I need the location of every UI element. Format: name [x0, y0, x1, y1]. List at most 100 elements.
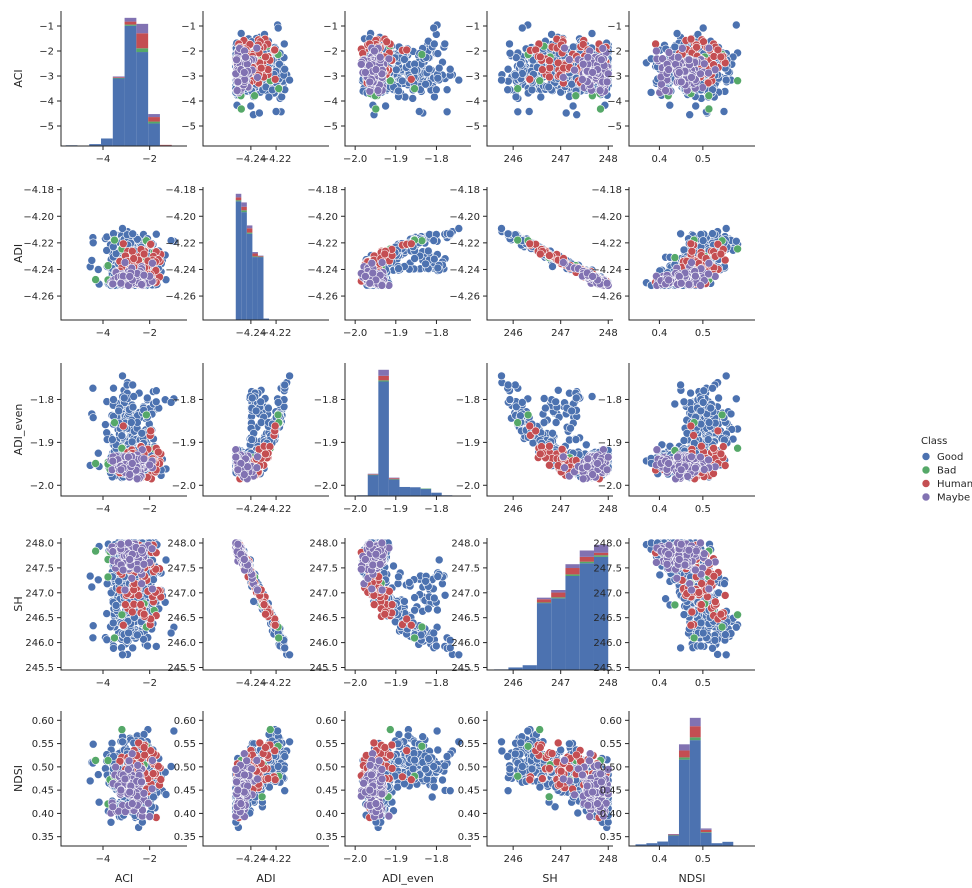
point-bad-ADI-ACI-506 [103, 261, 113, 270]
point-good-ADI-ADI_even-494 [429, 236, 439, 245]
point-good-ACI-ADI-407 [246, 101, 256, 111]
point-maybe-ADI-ACI-683 [108, 279, 118, 289]
point-good-ACI-SH-493 [497, 75, 506, 85]
point-good-ADI-ADI_even-484 [421, 259, 430, 269]
y-tick-label: −4.18 [165, 185, 196, 196]
y-tick-label: −4.18 [23, 185, 54, 196]
hist-bar-ACI-Human-4 [112, 77, 125, 78]
point-human-ACI-SH-572 [525, 75, 535, 84]
point-maybe-ACI-NDSI-683 [661, 86, 670, 95]
point-good-ACI-SH-494 [517, 23, 527, 33]
point-human-ADI-ACI-576 [129, 254, 138, 263]
hist-bar-ACI-Good-7 [148, 123, 160, 146]
point-maybe-ADI-ACI-682 [139, 270, 149, 280]
point-good-ACI-SH-492 [527, 85, 537, 95]
point-human-ACI-ADI-576 [256, 63, 266, 73]
point-human-ACI-ADI-579 [261, 52, 270, 62]
point-good-ACI-ADI_even-494 [429, 23, 439, 33]
y-tick-label: −4.22 [165, 238, 196, 249]
point-maybe-ACI-ADI_even-690 [365, 77, 375, 87]
point-bad-ACI-SH-503 [596, 104, 605, 114]
point-maybe-ACI-ADI_even-682 [375, 52, 385, 62]
point-good-ACI-NDSI-485 [731, 20, 741, 30]
point-maybe-ADI-ACI-637 [148, 258, 157, 268]
point-maybe-ADI-ADI_even-689 [361, 272, 370, 281]
point-good-ACI-NDSI-493 [721, 75, 731, 85]
y-tick-label: −4.26 [165, 292, 196, 303]
point-maybe-ACI-ADI_even-677 [356, 60, 366, 69]
point-maybe-ACI-NDSI-631 [664, 48, 674, 57]
point-good-ACI-SH-486 [513, 107, 523, 117]
point-maybe-ACI-NDSI-658 [699, 59, 709, 69]
point-maybe-ACI-SH-679 [597, 55, 606, 65]
point-bad-ADI-SH-507 [513, 235, 523, 245]
y-tick-label: −4 [181, 97, 196, 108]
y-tick-label: −1 [39, 22, 54, 33]
point-maybe-ACI-NDSI-679 [684, 55, 694, 65]
point-maybe-ADI-ADI_even-684 [377, 258, 387, 267]
hist-bar-ACI-Bad-4 [112, 77, 125, 79]
hist-bar-ADI-Maybe-1 [241, 202, 247, 207]
point-good-ACI-SH-407 [568, 101, 578, 111]
hist-bar-ACI-Human-5 [124, 21, 137, 25]
point-human-ADI-SH-572 [525, 239, 535, 249]
hist-bar-ACI-Bad-5 [124, 24, 137, 26]
point-good-ACI-NDSI-489 [719, 107, 729, 116]
point-maybe-ACI-ADI_even-666 [370, 46, 379, 56]
hist-bar-ACI-Good-4 [112, 78, 125, 146]
hist-bar-ACI-Maybe-5 [124, 17, 137, 22]
y-tick-label: −4 [607, 97, 622, 108]
point-good-ACI-ADI_even-496 [445, 64, 455, 74]
point-good-ACI-SH-495 [503, 85, 513, 94]
point-good-ADI-ADI_even-469 [410, 254, 419, 263]
point-maybe-ACI-SH-663 [598, 44, 608, 53]
y-tick-label: −4.26 [23, 292, 54, 303]
point-human-ACI-ADI-549 [270, 45, 280, 55]
x-tick-label: −1.9 [384, 154, 408, 165]
y-tick-label: −2 [607, 47, 622, 58]
point-maybe-ACI-NDSI-684 [687, 73, 696, 82]
hist-bar-ADI-Human-0 [235, 197, 242, 201]
hist-bar-ACI-Good-2 [89, 144, 102, 146]
y-tick-label: −3 [39, 72, 54, 83]
point-human-ADI-ACI-572 [119, 239, 128, 249]
hist-bar-ADI-Good-2 [246, 233, 253, 320]
point-bad-ACI-ADI_even-507 [410, 84, 419, 93]
point-human-ACI-ADI-572 [270, 75, 280, 84]
x-tick-label: 248 [599, 154, 618, 165]
point-human-ACI-ADI_even-572 [406, 75, 416, 84]
panel-ACI-vs-ADI: −4.24−4.22−5−4−3−2−1 [181, 11, 329, 165]
point-bad-ACI-SH-506 [571, 91, 581, 100]
point-bad-ACI-ADI_even-503 [371, 104, 381, 114]
hist-bar-ADI-Maybe-3 [252, 252, 258, 254]
point-good-ACI-ADI_even-489 [414, 107, 424, 116]
hist-bar-ADI-Good-0 [235, 201, 242, 320]
point-bad-ADI-ACI-503 [91, 275, 100, 284]
point-good-ADI-ADI_even-483 [433, 263, 443, 273]
y-tick-label: −4.24 [23, 265, 54, 276]
hist-bar-ACI-Human-7 [148, 117, 160, 122]
hist-bar-ADI-Bad-3 [252, 256, 258, 258]
y-tick-label: −3 [181, 72, 196, 83]
point-good-ACI-ADI-256 [277, 92, 287, 102]
panel-ACI-vs-NDSI: 0.4 0.5−5−4−3−2−1 [607, 11, 755, 165]
point-good-ACI-ADI_even-480 [394, 86, 403, 96]
point-good-ADI-ADI_even-496 [445, 229, 455, 239]
hist-bar-ACI-Maybe-7 [148, 114, 160, 118]
hist-bar-ACI-Bad-6 [136, 48, 149, 53]
y-tick-label: −5 [39, 122, 54, 133]
point-good-ADI-ACI-496 [128, 229, 137, 239]
point-maybe-ACI-SH-592 [564, 55, 574, 64]
x-tick-label: −1.8 [424, 328, 448, 339]
hist-bar-ADI-Human-3 [252, 253, 258, 257]
point-good-ACI-ADI_even-407 [381, 101, 390, 111]
y-axis-label-ADI: ADI [12, 244, 25, 263]
point-bad-ACI-NDSI-510 [733, 76, 742, 85]
point-maybe-ACI-NDSI-687 [696, 69, 705, 79]
point-good-ACI-NDSI-150 [685, 110, 695, 119]
y-tick-label: −4 [323, 97, 338, 108]
y-tick-label: −4.18 [307, 185, 338, 196]
point-human-ACI-NDSI-579 [716, 52, 726, 62]
y-tick-label: −4 [465, 97, 480, 108]
